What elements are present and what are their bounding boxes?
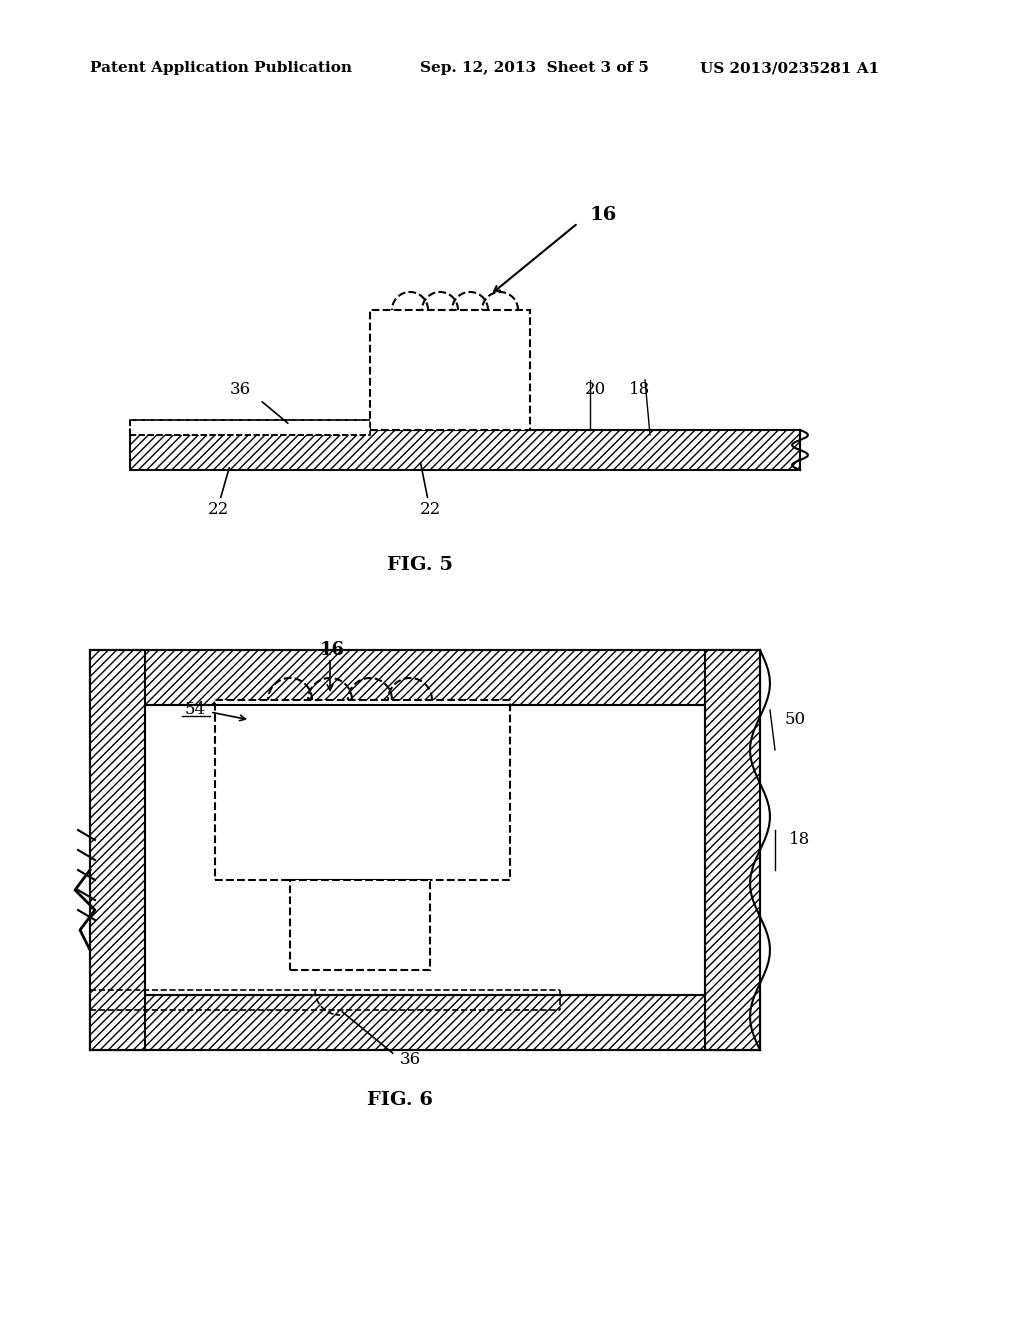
Text: US 2013/0235281 A1: US 2013/0235281 A1 (700, 61, 880, 75)
Text: 22: 22 (208, 502, 228, 519)
Text: Sep. 12, 2013  Sheet 3 of 5: Sep. 12, 2013 Sheet 3 of 5 (420, 61, 649, 75)
Text: 54: 54 (184, 701, 206, 718)
Text: 16: 16 (319, 642, 345, 659)
Text: 18: 18 (630, 381, 650, 399)
Text: 20: 20 (585, 381, 605, 399)
Bar (370, 310, 530, 430)
Bar (290, 880, 430, 970)
Text: 16: 16 (590, 206, 617, 224)
Text: FIG. 6: FIG. 6 (367, 1092, 433, 1109)
Bar (90, 995, 760, 1049)
Bar (90, 649, 760, 705)
Bar (705, 649, 760, 1049)
Bar (90, 649, 145, 1049)
Bar (215, 700, 510, 880)
Text: FIG. 5: FIG. 5 (387, 556, 453, 574)
Bar (130, 420, 370, 436)
Text: 18: 18 (790, 832, 811, 849)
Text: 50: 50 (784, 711, 806, 729)
Text: 22: 22 (420, 502, 440, 519)
Bar (130, 430, 800, 470)
Text: 36: 36 (400, 1052, 421, 1068)
Text: Patent Application Publication: Patent Application Publication (90, 61, 352, 75)
Text: 36: 36 (229, 381, 251, 399)
